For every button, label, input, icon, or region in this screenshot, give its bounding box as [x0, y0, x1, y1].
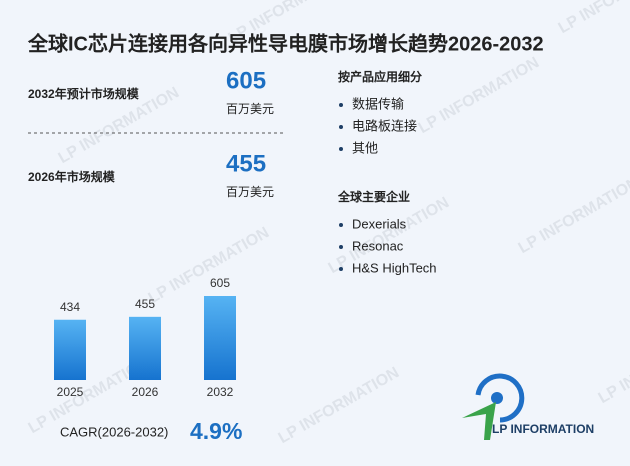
list-item: 数据传输 [352, 96, 404, 111]
list-item: 电路板连接 [352, 118, 417, 133]
category-label: 2026 [132, 385, 159, 399]
bullet [339, 103, 343, 107]
bar-chart: 434 2025 455 2026 605 2032 [54, 276, 236, 399]
bar [129, 316, 161, 380]
list-item: 其他 [352, 140, 378, 155]
bullet [339, 223, 343, 227]
bullet [339, 267, 343, 271]
list-item: Resonac [352, 238, 404, 253]
logo-dot [491, 392, 503, 404]
bullet [339, 125, 343, 129]
title: 全球IC芯片连接用各向异性导电膜市场增长趋势2026-2032 [27, 31, 544, 55]
logo-arc [475, 373, 525, 423]
value-label: 605 [210, 276, 230, 290]
cagr-value: 4.9% [190, 418, 242, 444]
stat-value: 605 [226, 67, 266, 94]
cagr-label: CAGR(2026-2032) [60, 424, 168, 439]
logo-figure [462, 402, 496, 440]
bullet [339, 147, 343, 151]
category-label: 2032 [207, 385, 234, 399]
value-label: 455 [135, 297, 155, 311]
stat-unit: 百万美元 [226, 102, 274, 116]
stat-value: 455 [226, 150, 266, 177]
value-label: 434 [60, 300, 80, 314]
stat-unit: 百万美元 [226, 185, 274, 199]
category-label: 2025 [57, 385, 84, 399]
section-title: 按产品应用细分 [338, 69, 422, 84]
logo: LP INFORMATION [462, 373, 594, 440]
bullet [339, 245, 343, 249]
list-item: H&S HighTech [352, 260, 437, 275]
list-item: Dexerials [352, 216, 407, 231]
bar [204, 296, 236, 380]
stat-label: 2032年预计市场规模 [28, 86, 140, 101]
stat-label: 2026年市场规模 [28, 169, 116, 184]
logo-text: LP INFORMATION [492, 422, 594, 436]
bar [54, 319, 86, 380]
section-title: 全球主要企业 [337, 189, 410, 204]
